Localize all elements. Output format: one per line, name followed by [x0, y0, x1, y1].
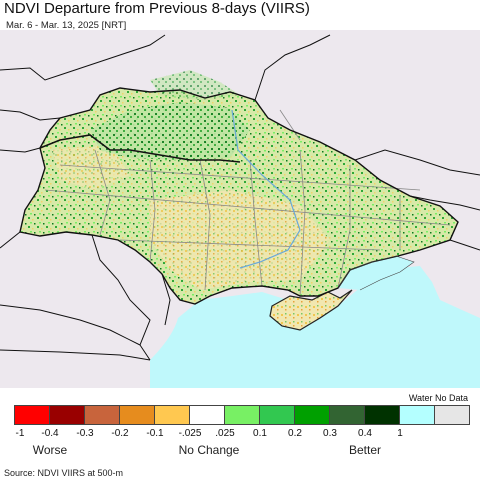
belarus-border: [39, 134, 241, 163]
legend-tick-label: -0.3: [76, 428, 94, 439]
legend-swatch: [435, 406, 469, 424]
legend-tick-label: 0.3: [323, 428, 337, 439]
sea-of-azov: [338, 256, 414, 290]
legend-swatch: [120, 406, 155, 424]
legend-nochange-label: No Change: [178, 443, 240, 457]
decline-area-south: [150, 190, 330, 290]
legend-swatch: [330, 406, 365, 424]
improvement-area-north: [90, 102, 250, 160]
legend-swatch: [155, 406, 190, 424]
legend: Water No Data -1 -0.4 -0.3 -0.2 -0.1 -.025 .02…: [0, 388, 480, 481]
legend-worse-label: Worse: [32, 443, 68, 457]
legend-tick-label: 0.1: [253, 428, 267, 439]
neighbor-borders: [0, 34, 480, 361]
legend-swatch: [190, 406, 225, 424]
azov-coast: [337, 255, 415, 291]
legend-tick-label: 0.4: [358, 428, 372, 439]
improvement-area-northeast: [150, 70, 240, 100]
legend-water-nodata-label: Water No Data: [408, 393, 468, 403]
legend-tick-label: 1: [397, 428, 403, 439]
legend-tick-label: -0.4: [41, 428, 59, 439]
legend-swatch: [225, 406, 260, 424]
legend-swatch: [15, 406, 50, 424]
crimea: [269, 289, 353, 331]
legend-tick-label: 0.2: [288, 428, 302, 439]
legend-swatch: [365, 406, 400, 424]
legend-swatch: [400, 406, 435, 424]
ukraine-border: [19, 87, 459, 305]
legend-tick-label: -0.1: [146, 428, 164, 439]
ndvi-departure-map: [0, 30, 480, 390]
oblast-boundaries: [44, 109, 451, 297]
map-title: NDVI Departure from Previous 8-days (VII…: [4, 0, 310, 17]
legend-tick-label: .025: [215, 428, 235, 439]
legend-swatch: [85, 406, 120, 424]
map-subtitle: Mar. 6 - Mar. 13, 2025 [NRT]: [6, 20, 127, 31]
dnieper-river: [231, 109, 301, 269]
legend-better-label: Better: [348, 443, 382, 457]
legend-tick-label: -1: [15, 428, 25, 439]
source-note: Source: NDVI VIIRS at 500-m: [4, 468, 124, 478]
legend-swatch: [260, 406, 295, 424]
legend-swatch: [50, 406, 85, 424]
legend-swatch: [295, 406, 330, 424]
legend-tick-label: -0.2: [111, 428, 129, 439]
black-sea: [150, 266, 480, 390]
legend-color-bar: [14, 405, 470, 425]
legend-tick-label: -.025: [178, 428, 202, 439]
